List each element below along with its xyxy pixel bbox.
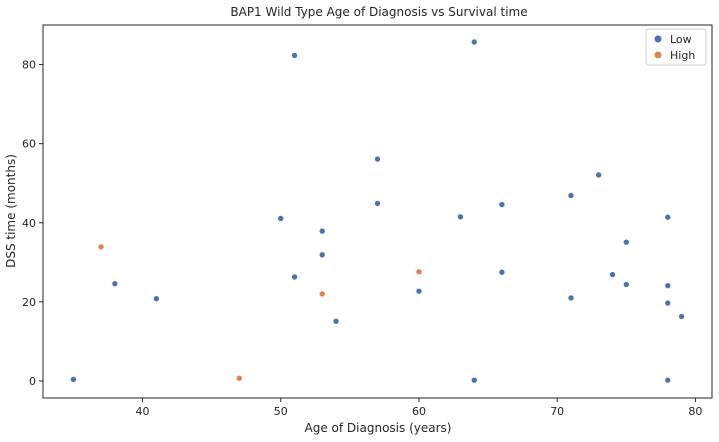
point-low — [664, 376, 672, 384]
x-tick-label: 80 — [688, 405, 702, 418]
point-low — [374, 200, 381, 207]
point-low — [567, 294, 575, 302]
point-low — [470, 38, 478, 46]
legend-marker-high — [654, 51, 662, 59]
point-low — [291, 52, 298, 59]
plot-frame — [42, 24, 713, 399]
point-low — [595, 171, 602, 179]
x-axis-ticks: 40 50 60 70 80 — [136, 398, 702, 418]
point-low — [318, 251, 326, 259]
x-tick-label: 70 — [550, 405, 564, 418]
point-low — [664, 213, 672, 221]
point-low — [623, 281, 630, 288]
point-low — [567, 192, 575, 199]
point-low — [664, 282, 672, 289]
legend-label-high: High — [670, 49, 695, 62]
point-low — [332, 317, 340, 325]
point-low — [609, 271, 616, 278]
y-axis-title: DSS time (months) — [4, 154, 18, 268]
point-low — [457, 213, 464, 221]
point-low — [470, 376, 478, 384]
point-high — [235, 374, 243, 382]
point-high — [97, 243, 105, 251]
point-high — [318, 290, 326, 298]
y-tick-label: 60 — [22, 138, 36, 151]
x-axis-title: Age of Diagnosis (years) — [305, 421, 452, 435]
x-tick-label: 50 — [274, 405, 288, 418]
point-low — [70, 376, 77, 383]
series-high — [97, 243, 423, 382]
point-low — [415, 287, 423, 295]
point-low — [111, 280, 119, 287]
point-low — [153, 295, 160, 303]
x-tick-label: 40 — [136, 405, 150, 418]
point-low — [678, 313, 685, 320]
plot-area — [70, 38, 685, 384]
point-low — [498, 268, 506, 276]
y-tick-label: 40 — [22, 217, 36, 230]
point-low — [623, 238, 630, 246]
point-low — [277, 215, 285, 222]
y-tick-label: 80 — [22, 59, 36, 72]
legend-label-low: Low — [670, 33, 692, 46]
point-low — [664, 299, 672, 307]
x-tick-label: 60 — [412, 405, 426, 418]
point-high — [415, 268, 423, 276]
legend-marker-low — [654, 35, 662, 43]
legend: Low High — [645, 28, 707, 66]
y-axis-ticks: 0 20 40 60 80 — [22, 59, 43, 388]
chart-title: BAP1 Wild Type Age of Diagnosis vs Survi… — [230, 5, 527, 19]
y-tick-label: 20 — [22, 296, 36, 309]
point-low — [498, 201, 506, 208]
point-low — [374, 155, 381, 163]
point-low — [318, 227, 326, 235]
y-tick-label: 0 — [29, 375, 36, 388]
point-low — [291, 273, 298, 281]
series-low — [70, 38, 685, 384]
